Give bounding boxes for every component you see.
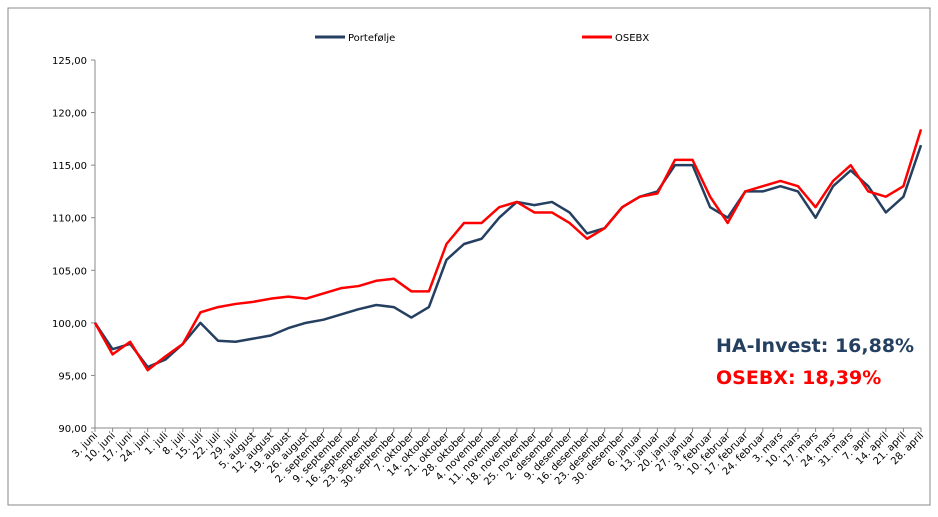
legend-label: Portefølje	[348, 33, 395, 44]
y-tick-label: 105,00	[52, 266, 87, 277]
y-tick-label: 110,00	[52, 214, 87, 225]
series-line	[93, 144, 923, 369]
series-line	[93, 129, 923, 372]
y-tick-label: 100,00	[52, 319, 87, 330]
y-tick-label: 120,00	[52, 109, 87, 120]
legend-label: OSEBX	[615, 33, 649, 44]
y-tick-label: 90,00	[58, 424, 87, 435]
y-tick-label: 115,00	[52, 161, 87, 172]
chart-border	[7, 7, 931, 506]
y-tick-label: 125,00	[52, 56, 87, 67]
annotation: OSEBX: 18,39%	[716, 367, 881, 389]
annotation: HA-Invest: 16,88%	[716, 335, 914, 357]
y-tick-label: 95,00	[58, 371, 87, 382]
